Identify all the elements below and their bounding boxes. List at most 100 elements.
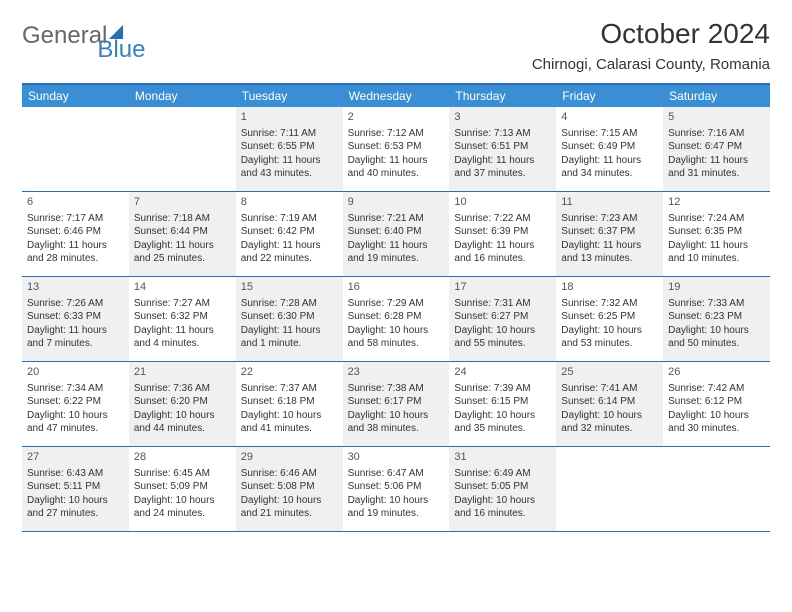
day-number: 14 [134,280,231,295]
sunrise-text: Sunrise: 7:31 AM [454,297,551,311]
day-number: 17 [454,280,551,295]
day-number: 23 [348,365,445,380]
sunset-text: Sunset: 6:32 PM [134,310,231,324]
weeks-container: 1Sunrise: 7:11 AMSunset: 6:55 PMDaylight… [22,107,770,532]
daylight-text: Daylight: 10 hours and 44 minutes. [134,409,231,436]
sunset-text: Sunset: 6:12 PM [668,395,765,409]
day-number: 20 [27,365,124,380]
sunrise-text: Sunrise: 7:18 AM [134,212,231,226]
day-number: 6 [27,195,124,210]
sunrise-text: Sunrise: 7:22 AM [454,212,551,226]
sunrise-text: Sunrise: 7:41 AM [561,382,658,396]
daylight-text: Daylight: 10 hours and 58 minutes. [348,324,445,351]
day-number: 22 [241,365,338,380]
day-number: 2 [348,110,445,125]
sunset-text: Sunset: 6:15 PM [454,395,551,409]
day-number: 29 [241,450,338,465]
daylight-text: Daylight: 11 hours and 16 minutes. [454,239,551,266]
day-header-fri: Friday [556,85,663,107]
sunset-text: Sunset: 6:51 PM [454,140,551,154]
sunset-text: Sunset: 6:25 PM [561,310,658,324]
sunrise-text: Sunrise: 7:39 AM [454,382,551,396]
sunrise-text: Sunrise: 7:26 AM [27,297,124,311]
day-cell: 25Sunrise: 7:41 AMSunset: 6:14 PMDayligh… [556,362,663,446]
week-row: 13Sunrise: 7:26 AMSunset: 6:33 PMDayligh… [22,277,770,362]
day-cell: 16 Sunrise: 7:29 AMSunset: 6:28 PMDayligh… [343,277,450,361]
day-number: 16 [348,280,445,295]
daylight-text: Daylight: 11 hours and 31 minutes. [668,154,765,181]
sunrise-text: Sunrise: 7:12 AM [348,127,445,141]
header: General Blue October 2024 Chirnogi, Cala… [22,18,770,73]
day-number: 15 [241,280,338,295]
sunrise-text: Sunrise: 6:46 AM [241,467,338,481]
daylight-text: Daylight: 11 hours and 28 minutes. [27,239,124,266]
sunset-text: Sunset: 6:47 PM [668,140,765,154]
sunset-text: Sunset: 5:11 PM [27,480,124,494]
day-cell: 1Sunrise: 7:11 AMSunset: 6:55 PMDaylight… [236,107,343,191]
sunset-text: Sunset: 6:55 PM [241,140,338,154]
sunset-text: Sunset: 6:18 PM [241,395,338,409]
location-label: Chirnogi, Calarasi County, Romania [532,56,770,73]
daylight-text: Daylight: 11 hours and 22 minutes. [241,239,338,266]
logo: General Blue [22,22,171,50]
daylight-text: Daylight: 11 hours and 1 minute. [241,324,338,351]
day-cell: 3Sunrise: 7:13 AMSunset: 6:51 PMDaylight… [449,107,556,191]
day-cell: 19 Sunrise: 7:33 AMSunset: 6:23 PMDayligh… [663,277,770,361]
month-title: October 2024 [532,18,770,50]
sunset-text: Sunset: 5:08 PM [241,480,338,494]
daylight-text: Daylight: 11 hours and 25 minutes. [134,239,231,266]
daylight-text: Daylight: 10 hours and 21 minutes. [241,494,338,521]
daylight-text: Daylight: 11 hours and 13 minutes. [561,239,658,266]
daylight-text: Daylight: 10 hours and 41 minutes. [241,409,338,436]
sunrise-text: Sunrise: 7:13 AM [454,127,551,141]
sunset-text: Sunset: 6:28 PM [348,310,445,324]
day-cell: 15Sunrise: 7:28 AMSunset: 6:30 PMDayligh… [236,277,343,361]
sunrise-text: Sunrise: 7:42 AM [668,382,765,396]
day-number: 9 [348,195,445,210]
day-cell: 5Sunrise: 7:16 AMSunset: 6:47 PMDaylight… [663,107,770,191]
daylight-text: Daylight: 10 hours and 53 minutes. [561,324,658,351]
sunset-text: Sunset: 6:30 PM [241,310,338,324]
sunrise-text: Sunrise: 6:47 AM [348,467,445,481]
day-number: 24 [454,365,551,380]
daylight-text: Daylight: 11 hours and 40 minutes. [348,154,445,181]
week-row: 6Sunrise: 7:17 AMSunset: 6:46 PMDaylight… [22,192,770,277]
daylight-text: Daylight: 11 hours and 37 minutes. [454,154,551,181]
day-number: 19 [668,280,765,295]
day-number: 4 [561,110,658,125]
day-header-wed: Wednesday [343,85,450,107]
day-number: 26 [668,365,765,380]
day-cell: 26Sunrise: 7:42 AMSunset: 6:12 PMDayligh… [663,362,770,446]
week-row: 1Sunrise: 7:11 AMSunset: 6:55 PMDaylight… [22,107,770,192]
sunset-text: Sunset: 6:20 PM [134,395,231,409]
daylight-text: Daylight: 10 hours and 47 minutes. [27,409,124,436]
day-number: 13 [27,280,124,295]
day-cell: 2 Sunrise: 7:12 AMSunset: 6:53 PMDaylight… [343,107,450,191]
day-cell: 18Sunrise: 7:32 AMSunset: 6:25 PMDayligh… [556,277,663,361]
sunrise-text: Sunrise: 7:16 AM [668,127,765,141]
day-cell [556,447,663,531]
daylight-text: Daylight: 10 hours and 50 minutes. [668,324,765,351]
sunset-text: Sunset: 6:23 PM [668,310,765,324]
logo-text-blue: Blue [97,36,145,64]
sunrise-text: Sunrise: 6:49 AM [454,467,551,481]
day-header-row: Sunday Monday Tuesday Wednesday Thursday… [22,85,770,107]
day-number: 11 [561,195,658,210]
sunrise-text: Sunrise: 7:17 AM [27,212,124,226]
day-cell: 20Sunrise: 7:34 AMSunset: 6:22 PMDayligh… [22,362,129,446]
sunrise-text: Sunrise: 7:29 AM [348,297,445,311]
day-number: 1 [241,110,338,125]
day-header-tue: Tuesday [236,85,343,107]
sunset-text: Sunset: 6:40 PM [348,225,445,239]
daylight-text: Daylight: 11 hours and 7 minutes. [27,324,124,351]
day-cell: 7Sunrise: 7:18 AMSunset: 6:44 PMDaylight… [129,192,236,276]
daylight-text: Daylight: 11 hours and 10 minutes. [668,239,765,266]
day-cell: 24Sunrise: 7:39 AMSunset: 6:15 PMDayligh… [449,362,556,446]
day-header-sun: Sunday [22,85,129,107]
daylight-text: Daylight: 10 hours and 24 minutes. [134,494,231,521]
day-cell: 28Sunrise: 6:45 AMSunset: 5:09 PMDayligh… [129,447,236,531]
sunrise-text: Sunrise: 7:33 AM [668,297,765,311]
week-row: 27Sunrise: 6:43 AMSunset: 5:11 PMDayligh… [22,447,770,532]
logo-text-general: General [22,22,107,50]
sunset-text: Sunset: 6:53 PM [348,140,445,154]
